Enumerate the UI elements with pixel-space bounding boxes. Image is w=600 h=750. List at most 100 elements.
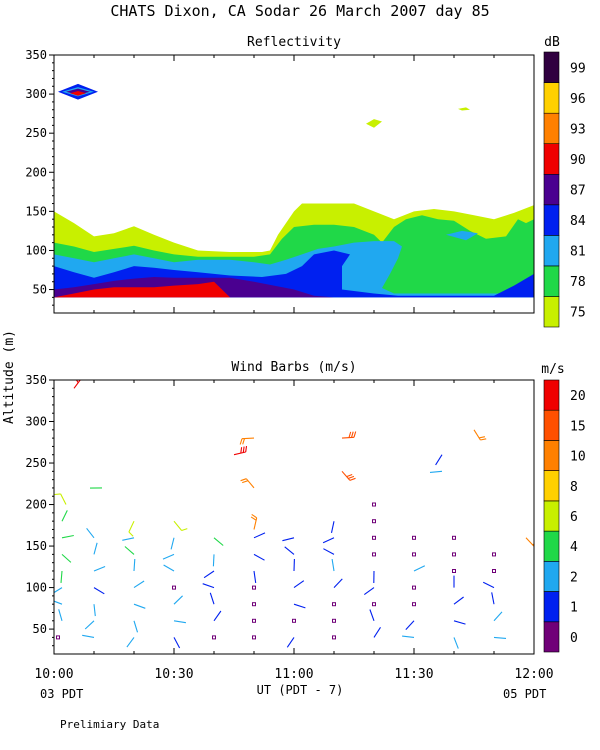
colorbar-swatch-10: [543, 440, 560, 471]
barb-shaft: [493, 636, 507, 639]
axes-frame: [53, 379, 535, 655]
wind-barb: [525, 537, 534, 547]
colorbar-swatch-8: [543, 470, 560, 502]
barb-feather: [242, 480, 249, 484]
barb-shaft: [54, 587, 63, 594]
wind-barb: [82, 634, 95, 638]
wind-barb: [173, 637, 181, 649]
wind-barb: [493, 636, 507, 639]
calm-marker: [212, 635, 216, 640]
barb-shaft: [491, 592, 495, 605]
barb-shaft: [323, 548, 335, 555]
colorbar-label: 6: [570, 510, 578, 525]
barb-shaft: [93, 604, 96, 617]
reflectivity-axes: 50 100 150 200 250 300 350: [25, 48, 535, 314]
colorbar-swatch-84: [543, 204, 560, 236]
barb-shaft: [330, 521, 335, 534]
wind-barb: [453, 637, 459, 649]
wind-barb: [124, 546, 135, 555]
wind-barb: [293, 603, 306, 609]
barb-shaft: [453, 620, 466, 625]
wind-barb: [93, 565, 106, 572]
barb-feather: [240, 478, 247, 482]
barb-feather: [245, 446, 248, 453]
barb-shaft: [245, 478, 255, 489]
calm-marker: [452, 535, 456, 540]
x-tick-label: 10:00: [34, 667, 73, 682]
barb-shaft: [61, 553, 72, 563]
barb-shaft: [122, 537, 135, 541]
barb-feather: [349, 477, 356, 481]
barb-shaft: [133, 580, 145, 589]
colorbar-swatch-75: [543, 296, 560, 328]
barb-shaft: [209, 592, 215, 605]
wind-barb: [286, 637, 295, 648]
wind-barb: [341, 470, 356, 481]
reflectivity-contour-96-9: [70, 91, 86, 96]
colorbar-label: 0: [570, 631, 578, 646]
colorbar-swatch-90: [543, 143, 560, 175]
barb-feather: [350, 431, 354, 438]
barb-shaft: [93, 587, 105, 595]
barb-shaft: [58, 609, 63, 621]
colorbar-label: 78: [570, 275, 586, 290]
x-tick-label: 10:30: [154, 667, 193, 682]
calm-marker: [372, 535, 376, 540]
calm-marker: [372, 502, 376, 507]
barb-shaft: [253, 553, 265, 561]
colorbar-swatch-87: [543, 173, 560, 206]
wind-barbs-panel-title: Wind Barbs (m/s): [231, 360, 356, 375]
colorbar-label: 15: [570, 419, 586, 434]
calm-marker: [492, 569, 496, 573]
barb-feather: [240, 447, 243, 454]
barb-feather: [480, 438, 487, 441]
wind-barb: [54, 587, 63, 594]
barb-shaft: [284, 546, 295, 555]
wind-barb: [209, 592, 215, 605]
barb-shaft: [331, 559, 335, 572]
wind-barb: [54, 600, 63, 605]
wind-barb: [173, 620, 186, 624]
wind-barb: [93, 604, 96, 617]
barb-feather: [242, 438, 246, 445]
wind-barb: [453, 596, 464, 605]
colorbar-swatch-99: [543, 51, 560, 83]
wind-barb: [202, 583, 215, 589]
barb-shaft: [453, 637, 459, 649]
calm-marker: [252, 618, 256, 623]
wind-barb: [212, 554, 215, 567]
wind-barb: [363, 587, 375, 596]
y-tick-label: 250: [25, 126, 47, 140]
pdt-start-label: 03 PDT: [40, 687, 83, 701]
barb-shaft: [86, 527, 95, 539]
colorbar-swatch-93: [543, 112, 560, 144]
barb-feather: [242, 446, 245, 453]
calm-marker: [372, 519, 376, 524]
barb-shaft: [61, 510, 68, 522]
barb-feather: [346, 473, 353, 478]
barb-shaft: [133, 620, 139, 633]
barb-shaft: [133, 603, 146, 609]
wind-barbs-plot-area: [54, 380, 534, 649]
y-tick-label: 200: [25, 165, 47, 179]
barb-shaft: [173, 520, 183, 531]
wind-barb: [482, 581, 495, 589]
barb-shaft: [282, 537, 295, 542]
barb-shaft: [341, 436, 355, 439]
colorbar-label: 75: [570, 306, 586, 321]
wind-barb: [333, 578, 343, 588]
wind-barb: [293, 580, 305, 589]
altitude-axis-label: Altitude (m): [2, 330, 17, 424]
wind-barb: [84, 620, 95, 630]
y-tick-label: 300: [25, 415, 47, 429]
wind-barb: [133, 603, 146, 609]
wind-barb: [213, 537, 224, 546]
colorbar-label: 87: [570, 184, 586, 199]
barb-feather: [181, 528, 188, 532]
y-tick-label: 50: [33, 283, 47, 297]
barb-shaft: [293, 603, 306, 609]
wind-barb: [435, 454, 443, 466]
wind-barb: [213, 610, 222, 622]
wind-barb: [163, 564, 175, 572]
colorbar-swatch-20: [543, 379, 560, 411]
